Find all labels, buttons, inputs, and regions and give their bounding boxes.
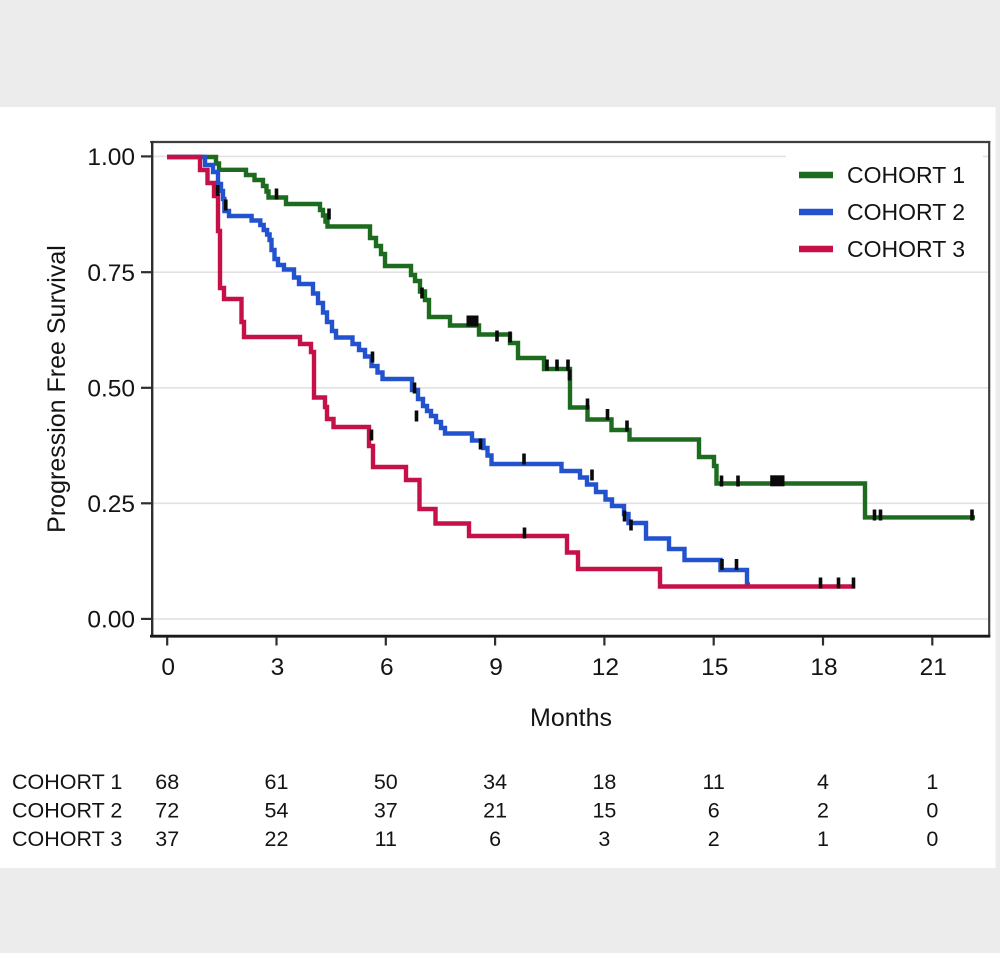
svg-text:0: 0 bbox=[926, 799, 938, 823]
svg-text:6: 6 bbox=[380, 654, 394, 681]
svg-text:0.75: 0.75 bbox=[87, 260, 135, 287]
svg-text:50: 50 bbox=[374, 770, 398, 794]
svg-text:11: 11 bbox=[703, 770, 725, 794]
svg-text:12: 12 bbox=[592, 654, 619, 681]
svg-text:72: 72 bbox=[155, 799, 179, 823]
svg-text:68: 68 bbox=[155, 770, 179, 794]
svg-text:1: 1 bbox=[926, 770, 938, 794]
svg-text:37: 37 bbox=[155, 827, 179, 851]
svg-text:3: 3 bbox=[598, 827, 610, 851]
svg-text:9: 9 bbox=[489, 654, 503, 681]
svg-text:1: 1 bbox=[817, 827, 829, 851]
svg-text:4: 4 bbox=[817, 770, 829, 794]
svg-text:22: 22 bbox=[265, 827, 289, 851]
svg-text:COHORT 3: COHORT 3 bbox=[12, 827, 122, 851]
svg-text:0: 0 bbox=[161, 654, 175, 681]
svg-text:COHORT 1: COHORT 1 bbox=[847, 162, 965, 188]
svg-text:15: 15 bbox=[701, 654, 728, 681]
svg-text:34: 34 bbox=[483, 770, 507, 794]
svg-text:6: 6 bbox=[489, 827, 501, 851]
svg-text:0.50: 0.50 bbox=[87, 375, 135, 402]
svg-text:6: 6 bbox=[708, 799, 720, 823]
svg-text:0: 0 bbox=[926, 827, 938, 851]
svg-text:3: 3 bbox=[271, 654, 285, 681]
svg-text:COHORT 2: COHORT 2 bbox=[12, 799, 122, 823]
svg-text:11: 11 bbox=[375, 827, 397, 851]
svg-text:54: 54 bbox=[265, 799, 289, 823]
svg-text:0.00: 0.00 bbox=[87, 607, 135, 634]
svg-text:COHORT 1: COHORT 1 bbox=[12, 770, 122, 794]
svg-text:15: 15 bbox=[592, 799, 616, 823]
svg-text:1.00: 1.00 bbox=[87, 144, 135, 171]
svg-text:37: 37 bbox=[374, 799, 398, 823]
svg-text:COHORT 2: COHORT 2 bbox=[847, 199, 965, 225]
svg-text:61: 61 bbox=[265, 770, 289, 794]
svg-text:Progression Free Survival: Progression Free Survival bbox=[43, 245, 71, 533]
svg-text:18: 18 bbox=[592, 770, 616, 794]
svg-text:COHORT 3: COHORT 3 bbox=[847, 236, 965, 262]
svg-text:21: 21 bbox=[483, 799, 507, 823]
svg-text:21: 21 bbox=[920, 654, 947, 681]
svg-text:0.25: 0.25 bbox=[87, 491, 135, 518]
svg-text:2: 2 bbox=[817, 799, 829, 823]
svg-text:2: 2 bbox=[708, 827, 720, 851]
svg-text:18: 18 bbox=[810, 654, 837, 681]
svg-text:Months: Months bbox=[530, 704, 612, 732]
